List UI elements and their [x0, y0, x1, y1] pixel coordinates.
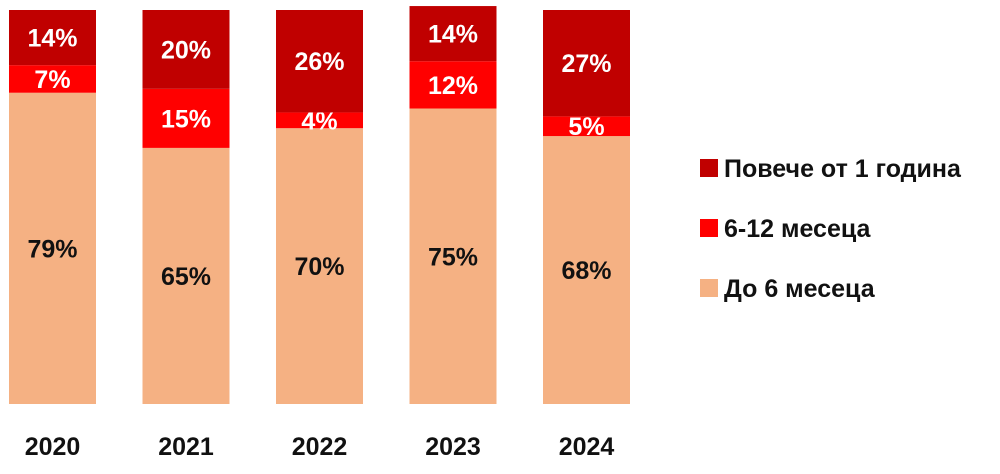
legend-item-до-6-месеца: До 6 месеца	[700, 275, 876, 303]
bar-segment-до-6-месеца-2022	[276, 128, 363, 404]
bar-group-2023: 75% 12% 14%	[409, 6, 497, 404]
x-tick-label-2022: 2022	[292, 433, 348, 461]
data-label-до-6-месеца-2024: 68%	[561, 257, 611, 285]
legend-label: 6-12 месеца	[724, 215, 872, 243]
bar-segment-6-12-месеца-2024	[543, 116, 630, 137]
x-tick-label-2023: 2023	[425, 433, 481, 461]
x-tick-label-2024: 2024	[559, 433, 615, 461]
bar-segment-до-6-месеца-2020	[9, 92, 96, 405]
bar-group-2024: 68% 5% 27%	[543, 10, 630, 404]
legend-item-6-12-месеца: 6-12 месеца	[700, 215, 872, 243]
bar-segment-до-6-месеца-2024	[543, 136, 630, 404]
bar-segment-повече-от-1-година-2020	[9, 10, 96, 66]
data-label-6-12-месеца-2020: 7%	[34, 66, 70, 94]
data-label-повече-от-1-година-2023: 14%	[428, 21, 478, 49]
data-label-до-6-месеца-2020: 79%	[27, 235, 77, 263]
bar-segment-повече-от-1-година-2021	[142, 10, 230, 89]
bar-segment-до-6-месеца-2021	[142, 147, 230, 404]
data-label-повече-от-1-година-2020: 14%	[27, 25, 77, 53]
plot-area: 79% 7% 14% 65% 15% 20% 70%4%26% 75% 12% 14% 68% 5% 2…	[9, 6, 630, 405]
data-label-6-12-месеца-2023: 12%	[428, 72, 478, 100]
bar-segment-повече-от-1-година-2022	[276, 10, 363, 113]
x-tick-label-2020: 2020	[25, 433, 81, 461]
bar-group-2020: 79% 7% 14%	[9, 10, 96, 405]
data-label-6-12-месеца-2021: 15%	[161, 105, 211, 133]
legend-label: До 6 месеца	[724, 275, 876, 303]
bar-segment-до-6-месеца-2023	[409, 108, 497, 404]
data-label-6-12-месеца-2024: 5%	[568, 113, 604, 141]
bar-group-2022: 70%4%26%	[276, 10, 363, 404]
bar-segment-6-12-месеца-2020	[9, 65, 96, 93]
bar-segment-6-12-месеца-2022	[276, 112, 363, 129]
legend-label: Повече от 1 година	[724, 155, 962, 183]
data-label-повече-от-1-година-2022: 26%	[294, 48, 344, 76]
data-label-до-6-месеца-2021: 65%	[161, 263, 211, 291]
bar-segment-повече-от-1-година-2023	[409, 6, 497, 62]
legend-item-повече-от-1-година: Повече от 1 година	[700, 155, 962, 183]
bar-segment-повече-от-1-година-2024	[543, 10, 630, 117]
bar-segment-6-12-месеца-2021	[142, 88, 230, 148]
bar-group-2021: 65% 15% 20%	[142, 10, 230, 404]
x-tick-label-2021: 2021	[158, 433, 214, 461]
legend-swatch	[700, 219, 718, 237]
data-label-повече-от-1-година-2024: 27%	[561, 50, 611, 78]
legend-swatch	[700, 159, 718, 177]
data-label-до-6-месеца-2023: 75%	[428, 243, 478, 271]
x-axis-tick-labels: 2020 2021 2022 2023 2024	[25, 433, 615, 461]
data-label-повече-от-1-година-2021: 20%	[161, 36, 211, 64]
data-label-до-6-месеца-2022: 70%	[294, 253, 344, 281]
bar-segment-6-12-месеца-2023	[409, 61, 497, 109]
legend: Повече от 1 година 6-12 месеца До 6 месеца	[700, 155, 962, 303]
legend-swatch	[700, 279, 718, 297]
